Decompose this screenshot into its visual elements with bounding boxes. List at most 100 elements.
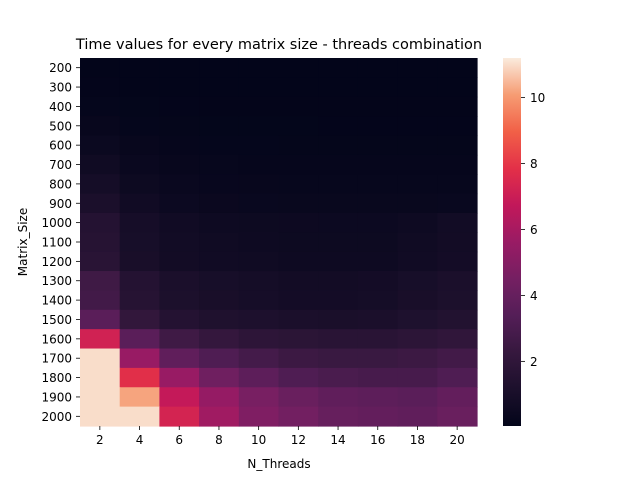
heatmap-cell: [238, 348, 280, 369]
heatmap-cell: [278, 329, 319, 350]
y-tick-label: 1100: [41, 236, 72, 250]
heatmap-cell: [278, 271, 319, 292]
heatmap-cell: [199, 251, 240, 272]
heatmap-cell: [119, 77, 160, 98]
heatmap-cell: [357, 329, 399, 350]
heatmap-cell: [357, 251, 399, 272]
heatmap-cell: [357, 174, 399, 195]
heatmap-cell: [357, 271, 399, 292]
heatmap-cells: [80, 58, 478, 427]
heatmap-cell: [278, 58, 319, 78]
heatmap-cell: [397, 135, 438, 156]
heatmap-cell: [199, 96, 240, 117]
heatmap-cell: [437, 77, 478, 98]
x-tick-label: 18: [410, 433, 425, 447]
y-tick-label: 1800: [41, 371, 72, 385]
heatmap-cell: [159, 135, 200, 156]
heatmap-cell: [238, 406, 280, 427]
y-tick-label: 500: [49, 119, 72, 133]
heatmap-cell: [80, 154, 121, 175]
heatmap-cell: [357, 77, 399, 98]
y-axis-label: Matrix_Size: [16, 208, 30, 276]
heatmap-cell: [278, 406, 319, 427]
x-tick-label: 8: [215, 433, 223, 447]
heatmap-cell: [238, 58, 280, 78]
heatmap-cell: [238, 212, 280, 233]
heatmap-cell: [199, 116, 240, 137]
heatmap-cell: [437, 251, 478, 272]
heatmap-cell: [437, 406, 478, 427]
heatmap-cell: [80, 96, 121, 117]
heatmap-cell: [397, 290, 438, 311]
heatmap-cell: [437, 135, 478, 156]
colorbar-tick-label: 10: [530, 91, 545, 105]
y-tick-label: 200: [49, 61, 72, 75]
heatmap-cell: [199, 290, 240, 311]
heatmap-cell: [80, 135, 121, 156]
heatmap-cell: [318, 406, 359, 427]
heatmap-cell: [397, 96, 438, 117]
heatmap-cell: [437, 367, 478, 388]
heatmap-cell: [278, 135, 319, 156]
heatmap-cell: [159, 406, 200, 427]
y-tick-label: 1700: [41, 352, 72, 366]
heatmap-cell: [397, 329, 438, 350]
x-tick-label: 20: [450, 433, 465, 447]
heatmap-cell: [318, 232, 359, 253]
heatmap-cell: [119, 193, 160, 214]
heatmap-cell: [80, 387, 121, 408]
heatmap-cell: [159, 77, 200, 98]
heatmap-cell: [238, 77, 280, 98]
heatmap-cell: [397, 232, 438, 253]
heatmap-cell: [159, 58, 200, 78]
heatmap-cell: [278, 251, 319, 272]
heatmap-cell: [80, 174, 121, 195]
heatmap-cell: [397, 116, 438, 137]
heatmap-cell: [278, 154, 319, 175]
heatmap-cell: [80, 309, 121, 330]
heatmap-cell: [119, 174, 160, 195]
heatmap-cell: [357, 309, 399, 330]
heatmap-cell: [437, 96, 478, 117]
heatmap-cell: [397, 193, 438, 214]
y-tick-label: 2000: [41, 410, 72, 424]
chart-title: Time values for every matrix size - thre…: [75, 37, 482, 53]
heatmap-cell: [397, 406, 438, 427]
heatmap-cell: [159, 96, 200, 117]
x-tick-label: 14: [330, 433, 345, 447]
heatmap-cell: [159, 193, 200, 214]
colorbar: [503, 58, 521, 426]
x-tick-label: 2: [96, 433, 104, 447]
colorbar-tick-label: 2: [530, 355, 538, 369]
heatmap-cell: [318, 348, 359, 369]
heatmap-cell: [397, 271, 438, 292]
heatmap-cell: [397, 387, 438, 408]
heatmap-cell: [278, 193, 319, 214]
heatmap-cell: [357, 58, 399, 78]
heatmap-cell: [159, 212, 200, 233]
y-tick-label: 900: [49, 197, 72, 211]
heatmap-cell: [119, 290, 160, 311]
heatmap-cell: [318, 212, 359, 233]
heatmap-cell: [437, 309, 478, 330]
heatmap-cell: [159, 154, 200, 175]
heatmap-cell: [119, 387, 160, 408]
heatmap-cell: [437, 193, 478, 214]
heatmap-cell: [80, 232, 121, 253]
y-tick-label: 400: [49, 100, 72, 114]
heatmap-cell: [119, 367, 160, 388]
heatmap-cell: [437, 58, 478, 78]
heatmap-cell: [119, 329, 160, 350]
heatmap-cell: [357, 387, 399, 408]
heatmap-cell: [238, 193, 280, 214]
x-tick-label: 12: [291, 433, 306, 447]
heatmap-cell: [397, 367, 438, 388]
heatmap-cell: [119, 212, 160, 233]
heatmap-cell: [357, 367, 399, 388]
heatmap-cell: [278, 174, 319, 195]
heatmap-cell: [159, 309, 200, 330]
heatmap-cell: [119, 154, 160, 175]
heatmap-cell: [80, 77, 121, 98]
heatmap-cell: [199, 232, 240, 253]
